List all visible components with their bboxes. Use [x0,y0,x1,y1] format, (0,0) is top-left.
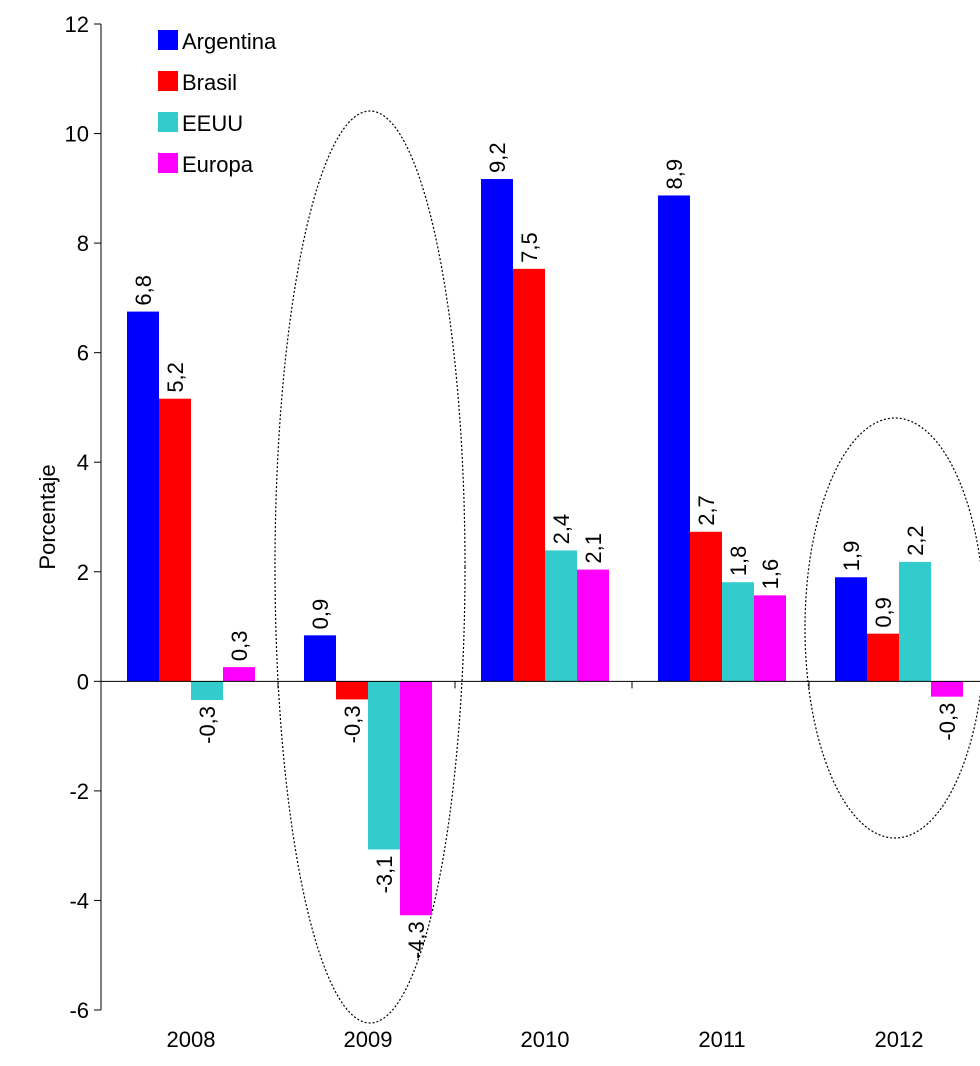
data-label-argentina-2009: 0,9 [308,599,333,630]
x-category-label-2011: 2011 [698,1027,745,1052]
highlight-ellipse-2012 [804,417,980,839]
bar-brasil-2011 [690,531,722,682]
y-tick-label: -2 [69,779,89,804]
bar-europa-2008 [223,667,255,682]
y-tick-label: -4 [69,888,89,913]
y-tick-label: 12 [65,12,89,37]
data-label-europa-2008: 0,3 [227,630,252,661]
data-label-eeuu-2012: 2,2 [903,525,928,556]
legend-label-argentina: Argentina [182,29,277,54]
bar-eeuu-2010 [545,550,577,682]
y-tick-label: 8 [77,231,89,256]
data-label-brasil-2009: -0,3 [340,705,365,743]
y-tick-label: 0 [77,669,89,694]
bar-eeuu-2011 [722,582,754,682]
data-label-argentina-2012: 1,9 [839,541,864,572]
bar-europa-2010 [577,569,609,682]
y-tick-label: 6 [77,341,89,366]
legend-swatch-europa [158,153,178,173]
legend-swatch-eeuu [158,112,178,132]
bar-eeuu-2009 [368,681,400,850]
bar-argentina-2008 [127,311,159,682]
data-label-brasil-2012: 0,9 [871,597,896,628]
bar-europa-2009 [400,681,432,916]
y-tick-label: 2 [77,560,89,585]
y-tick-label: -6 [69,998,89,1023]
data-label-europa-2011: 1,6 [758,559,783,590]
data-label-argentina-2011: 8,9 [662,159,687,190]
data-label-brasil-2011: 2,7 [694,495,719,526]
bar-argentina-2012 [835,577,867,682]
x-category-label-2010: 2010 [521,1027,570,1052]
bar-eeuu-2008 [191,681,223,700]
legend-label-brasil: Brasil [182,70,237,95]
data-label-europa-2009: -4,3 [404,921,429,959]
y-tick-label: 10 [65,122,89,147]
data-label-argentina-2010: 9,2 [485,142,510,173]
x-category-label-2012: 2012 [875,1027,924,1052]
data-label-eeuu-2009: -3,1 [372,856,397,894]
data-label-brasil-2008: 5,2 [163,362,188,393]
data-label-brasil-2010: 7,5 [517,232,542,263]
y-tick-label: 4 [77,450,89,475]
bar-argentina-2011 [658,195,690,682]
legend-swatch-argentina [158,30,178,50]
bar-eeuu-2012 [899,561,931,682]
bar-argentina-2010 [481,179,513,682]
data-label-argentina-2008: 6,8 [131,275,156,306]
y-axis-label: Porcentaje [35,464,60,569]
data-label-eeuu-2010: 2,4 [549,514,574,545]
bar-brasil-2012 [867,633,899,682]
legend-label-europa: Europa [182,152,254,177]
bar-argentina-2009 [304,635,336,682]
legend-swatch-brasil [158,71,178,91]
data-label-eeuu-2008: -0,3 [195,706,220,744]
bar-brasil-2009 [336,681,368,700]
highlight-ellipse-2009 [274,110,466,1024]
bar-brasil-2008 [159,398,191,682]
x-category-label-2008: 2008 [167,1027,216,1052]
bar-europa-2012 [931,681,963,697]
data-label-europa-2012: -0,3 [935,703,960,741]
bar-brasil-2010 [513,268,545,682]
bar-europa-2011 [754,595,786,682]
data-label-europa-2010: 2,1 [581,533,606,564]
data-label-eeuu-2011: 1,8 [726,546,751,577]
legend-label-eeuu: EEUU [182,111,243,136]
x-category-label-2009: 2009 [344,1027,393,1052]
